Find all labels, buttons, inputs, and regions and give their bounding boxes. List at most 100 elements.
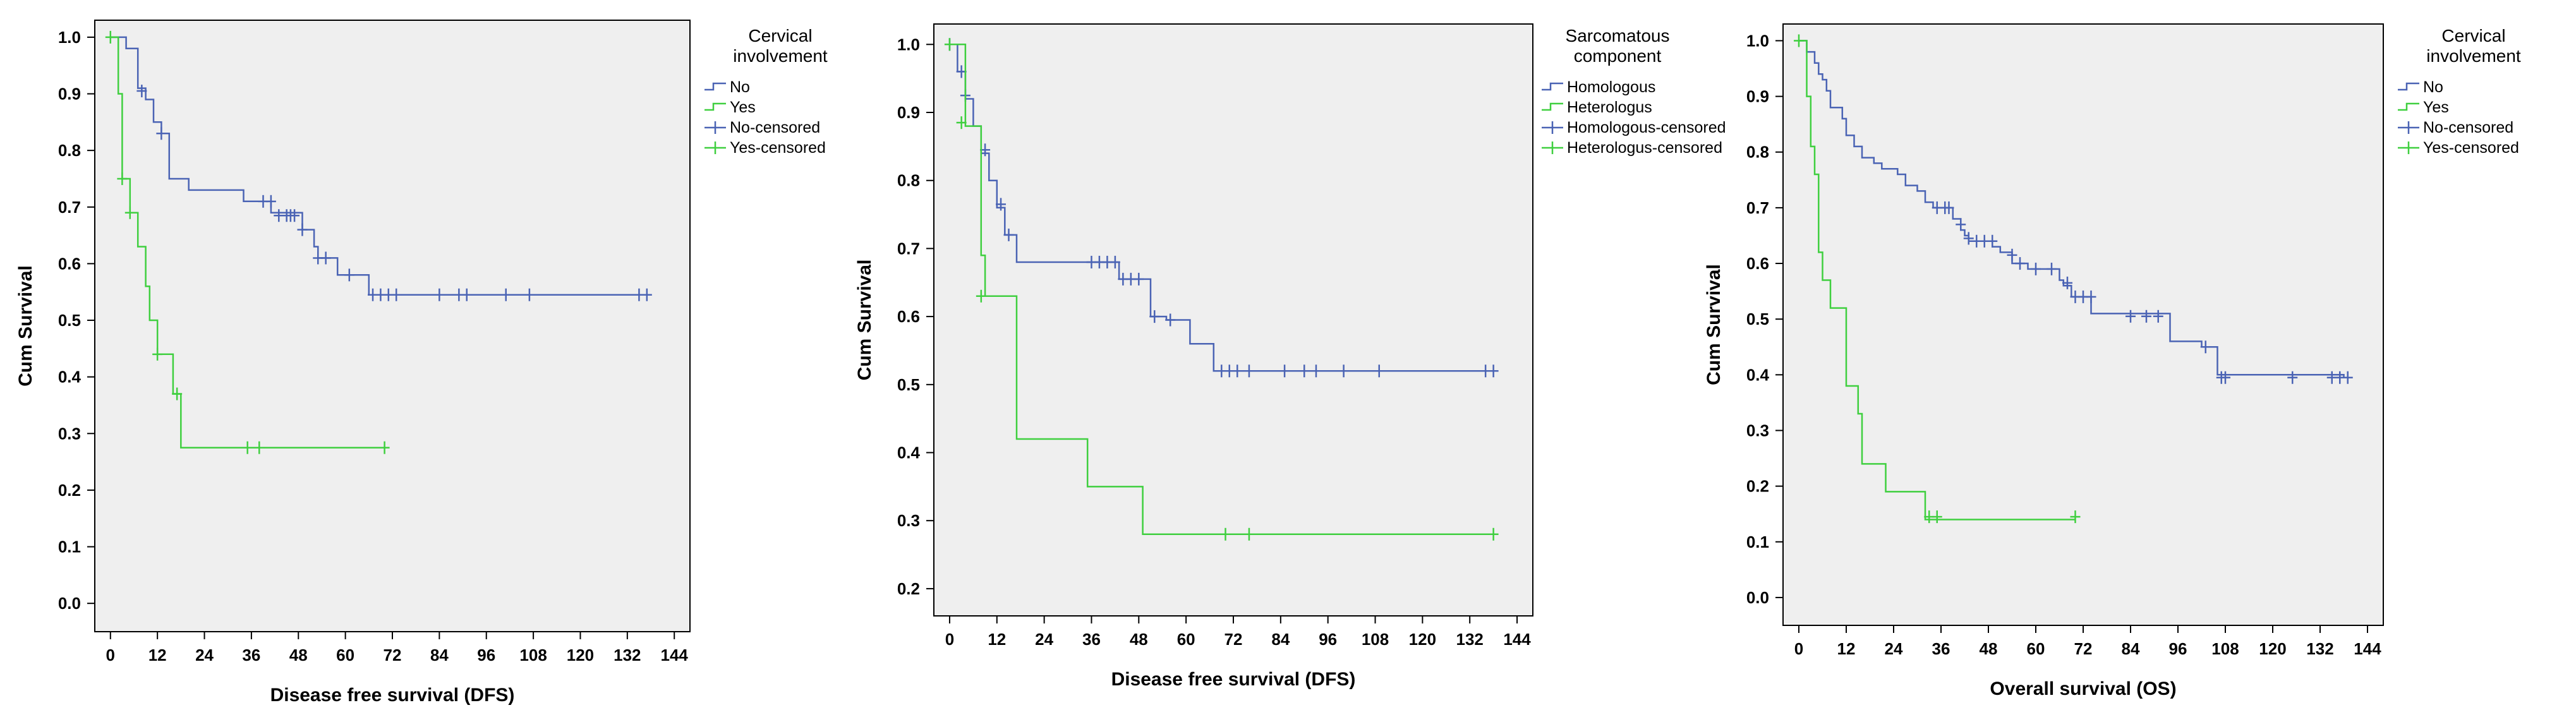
x-tick-label: 84: [1271, 630, 1290, 649]
x-tick-label: 132: [614, 646, 641, 665]
km-curve-heterologus: [949, 44, 1494, 536]
y-tick-label: 0.0: [1746, 588, 1769, 607]
chart-panel-1: 0.0 0.1 0.2 0.3 0.4 0.5 0.6 0.7 0.8 0.9 1.0 0 12 24 36…: [15, 20, 828, 706]
legend-swatch: [1542, 102, 1563, 111]
x-tick-label: 24: [1885, 639, 1903, 658]
legend-title: Cervical: [748, 26, 812, 45]
legend-swatch: [2398, 82, 2419, 91]
legend-entry-label: No: [2423, 78, 2443, 96]
y-axis-title: Cum Survival: [1703, 264, 1724, 385]
legend-entry-label: Homologous: [1567, 78, 1655, 96]
x-tick-label: 120: [2259, 639, 2286, 658]
legend-entry-label: Yes-censored: [730, 139, 826, 157]
plot-area: [94, 20, 691, 632]
y-tick-label: 0.6: [897, 307, 920, 326]
y-tick-label: 0.4: [897, 443, 921, 462]
x-tick-label: 24: [1035, 630, 1053, 649]
x-axis-title: Disease free survival (DFS): [270, 685, 515, 706]
chart-panel-3: 0.0 0.1 0.2 0.3 0.4 0.5 0.6 0.7 0.8 0.9 1.0 0 12 24 36…: [1703, 23, 2521, 699]
legend-entry-label: Heterologus: [1567, 99, 1652, 116]
x-tick-label: 96: [2169, 639, 2187, 658]
x-axis-title: Disease free survival (DFS): [1111, 669, 1356, 690]
x-tick-label: 60: [336, 646, 354, 665]
legend-title: component: [1574, 46, 1662, 66]
x-tick-label: 84: [2122, 639, 2140, 658]
x-tick-label: 120: [1409, 630, 1436, 649]
y-tick-label: 1.0: [58, 28, 81, 47]
x-tick-label: 72: [1225, 630, 1243, 649]
legend-swatch: [704, 102, 726, 111]
y-tick-label: 0.3: [58, 424, 81, 443]
x-tick-label: 120: [567, 646, 594, 665]
x-tick-label: 0: [1794, 639, 1803, 658]
legend-title: involvement: [733, 46, 828, 66]
y-tick-label: 0.5: [1746, 310, 1769, 328]
y-tick-label: 0.2: [1746, 477, 1769, 496]
x-tick-label: 72: [2074, 639, 2093, 658]
km-curve-homologous: [949, 44, 1494, 372]
x-tick-label: 12: [988, 630, 1006, 649]
y-tick-label: 0.7: [897, 239, 920, 258]
x-tick-label: 108: [519, 646, 547, 665]
y-tick-label: 0.4: [58, 368, 82, 387]
y-tick-label: 0.1: [1746, 532, 1769, 551]
y-tick-label: 0.9: [1746, 87, 1769, 106]
legend-swatch: [2398, 102, 2419, 111]
legend-title: Sarcomatous: [1566, 26, 1670, 45]
y-tick-label: 0.3: [1746, 421, 1769, 440]
y-tick-label: 0.7: [58, 198, 81, 217]
x-tick-label: 48: [289, 646, 308, 665]
x-tick-label: 48: [1980, 639, 1998, 658]
y-axis-title: Cum Survival: [854, 260, 875, 381]
x-tick-label: 12: [1837, 639, 1856, 658]
y-tick-label: 0.5: [58, 311, 81, 330]
x-tick-label: 36: [1082, 630, 1101, 649]
x-tick-label: 96: [477, 646, 495, 665]
km-curve-no: [110, 36, 647, 296]
x-tick-label: 144: [2354, 639, 2381, 658]
x-tick-label: 108: [1362, 630, 1389, 649]
legend-entry-label: No: [730, 78, 750, 96]
x-axis-title: Overall survival (OS): [1990, 678, 2176, 699]
x-tick-label: 84: [430, 646, 449, 665]
y-tick-label: 0.8: [1746, 143, 1769, 162]
legend-entry-label: Yes: [730, 99, 756, 116]
y-tick-label: 1.0: [1746, 31, 1769, 50]
y-tick-label: 0.5: [897, 375, 920, 394]
y-tick-label: 0.4: [1746, 365, 1770, 384]
x-tick-label: 144: [661, 646, 689, 665]
x-tick-label: 60: [1177, 630, 1195, 649]
x-tick-label: 48: [1130, 630, 1148, 649]
km-curve-yes: [1799, 40, 2076, 520]
chart-panel-2: 0.2 0.3 0.4 0.5 0.6 0.7 0.8 0.9 1.0 0 12 24 36 48 60 72…: [854, 23, 1726, 690]
legend-entry-label: No-censored: [2423, 119, 2513, 136]
legend-swatch: [1542, 82, 1563, 91]
legend-title: Cervical: [2441, 26, 2505, 45]
plot-area: [933, 23, 1533, 617]
x-tick-label: 144: [1503, 630, 1531, 649]
y-tick-label: 0.6: [1746, 254, 1769, 273]
y-tick-label: 0.7: [1746, 198, 1769, 217]
x-tick-label: 60: [2027, 639, 2045, 658]
x-tick-label: 96: [1319, 630, 1337, 649]
x-tick-label: 12: [148, 646, 167, 665]
y-tick-label: 0.0: [58, 594, 81, 613]
legend-title: involvement: [2426, 46, 2521, 66]
plot-area: [1782, 23, 2384, 626]
legend-entry-label: Yes: [2423, 99, 2449, 116]
y-tick-label: 0.6: [58, 254, 81, 273]
x-tick-label: 132: [1456, 630, 1484, 649]
km-curve-no: [1799, 40, 2345, 378]
km-curve-yes: [110, 36, 385, 448]
legend-entry-label: Heterologus-censored: [1567, 139, 1722, 157]
y-tick-label: 0.3: [897, 511, 920, 530]
y-tick-label: 0.8: [58, 141, 81, 160]
legend-entry-label: Yes-censored: [2423, 139, 2519, 157]
x-tick-label: 132: [2306, 639, 2333, 658]
y-tick-label: 0.9: [58, 85, 81, 104]
